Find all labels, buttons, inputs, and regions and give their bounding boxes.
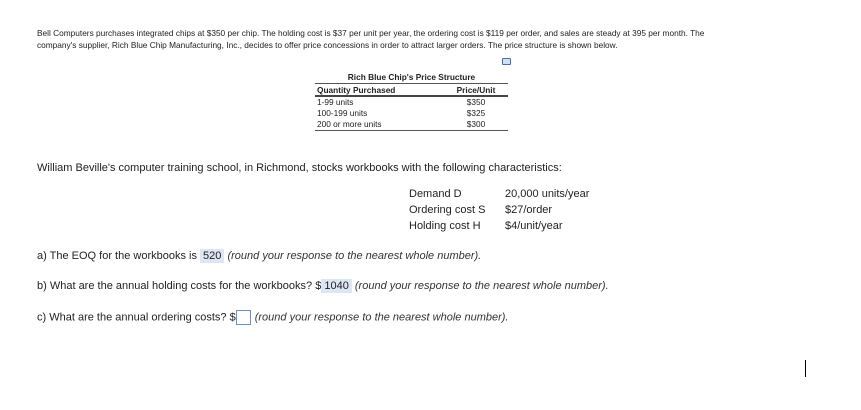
table-title: Rich Blue Chip's Price Structure [315,72,508,84]
table-header: Quantity Purchased Price/Unit [315,84,508,97]
cell: $325 [466,108,486,118]
cell: 1-99 units [317,97,354,107]
text-cursor-icon [805,360,806,377]
header-price: Price/Unit [456,85,496,95]
table-row: 1-99 units $350 [315,97,508,108]
question-a-text: a) The EOQ for the workbooks is [37,250,197,262]
cell: $350 [466,97,486,107]
question-c-hint: (round your response to the nearest whol… [254,311,509,324]
spec-value: $27/order [505,204,553,216]
spec-value: 20,000 units/year [505,188,590,200]
question-b-hint: (round your response to the nearest whol… [354,280,609,292]
spec-label: Ordering cost S [409,204,486,216]
question-b: b) What are the annual holding costs for… [37,279,609,293]
cell: $300 [466,119,486,129]
answer-b-field[interactable]: 1040 [321,279,352,293]
question-b-text: b) What are the annual holding costs for… [37,280,322,292]
spec-value: $4/unit/year [505,220,563,232]
spec-label: Holding cost H [409,220,481,232]
answer-c-field[interactable] [235,310,251,325]
intro-line-2: company's supplier, Rich Blue Chip Manuf… [37,40,618,50]
question-a: a) The EOQ for the workbooks is 520 (rou… [37,249,481,263]
table-row: 200 or more units $300 [315,119,508,131]
price-structure-table: Rich Blue Chip's Price Structure Quantit… [315,72,508,131]
table-row: 100-199 units $325 [315,108,508,119]
cell: 200 or more units [317,119,382,129]
cell: 100-199 units [317,108,368,118]
copy-icon[interactable] [502,58,511,65]
question-a-hint: (round your response to the nearest whol… [227,250,482,262]
header-quantity: Quantity Purchased [317,85,396,95]
problem-text: William Beville's computer training scho… [37,162,562,174]
answer-a-field[interactable]: 520 [200,249,225,263]
question-c: c) What are the annual ordering costs? $… [37,310,509,325]
spec-label: Demand D [409,188,462,200]
question-c-text: c) What are the annual ordering costs? $ [37,311,236,324]
intro-line-1: Bell Computers purchases integrated chip… [37,28,705,38]
